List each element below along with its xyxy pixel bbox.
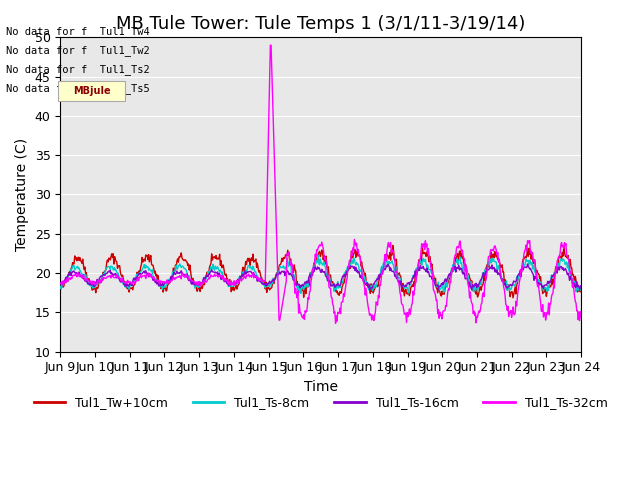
Text: No data for f  Tul1_Ts5: No data for f Tul1_Ts5 — [6, 83, 150, 94]
Text: MBjule: MBjule — [73, 86, 110, 96]
Text: No data for f  Tul1_Tw2: No data for f Tul1_Tw2 — [6, 45, 150, 56]
Legend: Tul1_Tw+10cm, Tul1_Ts-8cm, Tul1_Ts-16cm, Tul1_Ts-32cm: Tul1_Tw+10cm, Tul1_Ts-8cm, Tul1_Ts-16cm,… — [29, 391, 612, 414]
Text: No data for f  Tul1_Ts2: No data for f Tul1_Ts2 — [6, 64, 150, 75]
Text: No data for f  Tul1_Tw4: No data for f Tul1_Tw4 — [6, 25, 150, 36]
Y-axis label: Temperature (C): Temperature (C) — [15, 138, 29, 251]
Title: MB Tule Tower: Tule Temps 1 (3/1/11-3/19/14): MB Tule Tower: Tule Temps 1 (3/1/11-3/19… — [116, 15, 525, 33]
X-axis label: Time: Time — [304, 380, 338, 394]
